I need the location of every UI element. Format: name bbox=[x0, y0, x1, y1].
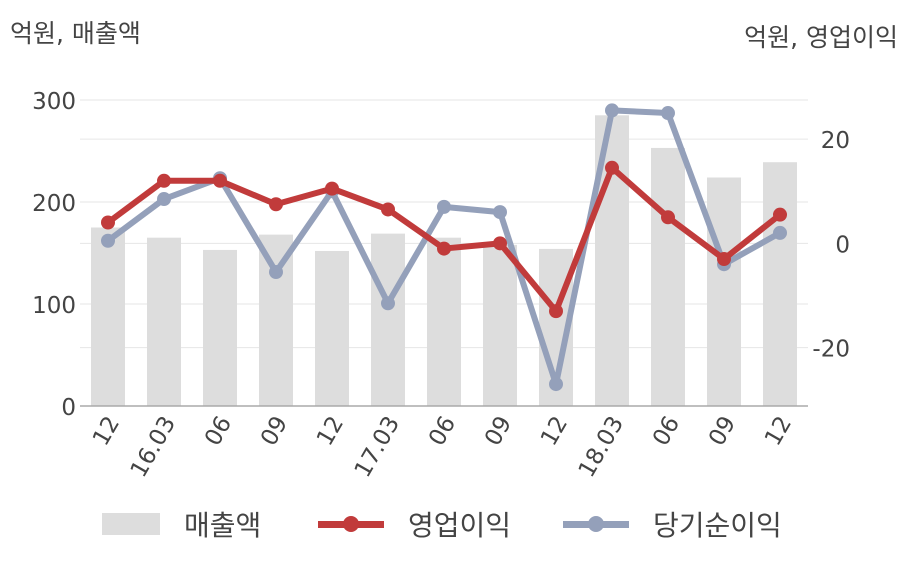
left-tick-label: 300 bbox=[32, 89, 76, 115]
left-axis-unit: 억원, 매출액 bbox=[10, 19, 141, 48]
net-income-point bbox=[437, 199, 451, 214]
revenue-bar bbox=[763, 162, 797, 406]
x-tick-label: 12 bbox=[760, 412, 797, 450]
x-tick-label: 09 bbox=[256, 412, 293, 450]
legend-revenue-swatch bbox=[102, 513, 160, 535]
right-tick-label: -20 bbox=[812, 337, 850, 363]
revenue-bar bbox=[371, 233, 405, 406]
x-tick-label: 16.03 bbox=[126, 412, 181, 482]
x-tick-label: 09 bbox=[704, 412, 741, 450]
operating-profit-point bbox=[605, 160, 619, 175]
operating-profit-point bbox=[661, 210, 675, 225]
left-tick-label: 200 bbox=[32, 191, 76, 217]
operating-profit-point bbox=[717, 251, 731, 266]
net-income-point bbox=[605, 103, 619, 118]
net-income-point bbox=[493, 205, 507, 220]
net-income-point bbox=[549, 377, 563, 392]
x-tick-label: 06 bbox=[200, 412, 237, 450]
legend-item-net: 당기순이익 bbox=[563, 502, 782, 546]
x-tick-label: 12 bbox=[312, 412, 349, 450]
legend-net-swatch bbox=[563, 513, 629, 535]
operating-profit-point bbox=[773, 207, 787, 222]
right-tick-label: 0 bbox=[835, 232, 850, 258]
net-income-point bbox=[773, 225, 787, 240]
net-income-point bbox=[269, 265, 283, 280]
net-income-point bbox=[157, 192, 171, 207]
legend-operating-swatch bbox=[318, 513, 384, 535]
operating-profit-point bbox=[157, 173, 171, 188]
operating-profit-point bbox=[325, 181, 339, 196]
revenue-bar bbox=[483, 244, 517, 406]
x-tick-label: 12 bbox=[536, 412, 573, 450]
operating-profit-point bbox=[269, 197, 283, 212]
x-tick-label: 06 bbox=[424, 412, 461, 450]
operating-profit-point bbox=[437, 241, 451, 256]
right-tick-label: 20 bbox=[821, 128, 850, 154]
legend: 매출액 영업이익 당기순이익 bbox=[0, 502, 908, 546]
operating-profit-point bbox=[381, 202, 395, 217]
x-tick-label: 06 bbox=[648, 412, 685, 450]
x-tick-label: 17.03 bbox=[350, 412, 405, 482]
legend-net-label: 당기순이익 bbox=[653, 509, 782, 542]
revenue-bar bbox=[707, 177, 741, 406]
x-tick-label: 18.03 bbox=[574, 412, 629, 482]
operating-profit-point bbox=[101, 215, 115, 230]
revenue-bars bbox=[91, 115, 797, 407]
operating-profit-point bbox=[213, 173, 227, 188]
right-axis-unit: 억원, 영업이익 bbox=[744, 23, 898, 52]
legend-revenue-label: 매출액 bbox=[184, 509, 262, 542]
legend-item-operating: 영업이익 bbox=[318, 502, 511, 546]
operating-profit-point bbox=[493, 236, 507, 251]
net-income-point bbox=[661, 106, 675, 121]
left-tick-label: 100 bbox=[32, 293, 76, 319]
revenue-bar bbox=[203, 249, 237, 406]
revenue-bar bbox=[427, 237, 461, 406]
x-tick-label: 12 bbox=[88, 412, 125, 450]
revenue-bar bbox=[315, 250, 349, 406]
net-income-point bbox=[381, 296, 395, 311]
revenue-bar bbox=[651, 147, 685, 406]
operating-profit-point bbox=[549, 304, 563, 319]
legend-item-revenue: 매출액 bbox=[102, 502, 261, 546]
net-income-point bbox=[101, 233, 115, 248]
profit-lines bbox=[101, 103, 787, 392]
revenue-bar bbox=[91, 227, 125, 406]
revenue-bar bbox=[147, 237, 181, 406]
left-tick-label: 0 bbox=[61, 395, 76, 421]
legend-operating-label: 영업이익 bbox=[408, 509, 512, 542]
revenue-bar bbox=[259, 234, 293, 406]
x-tick-label: 09 bbox=[480, 412, 517, 450]
